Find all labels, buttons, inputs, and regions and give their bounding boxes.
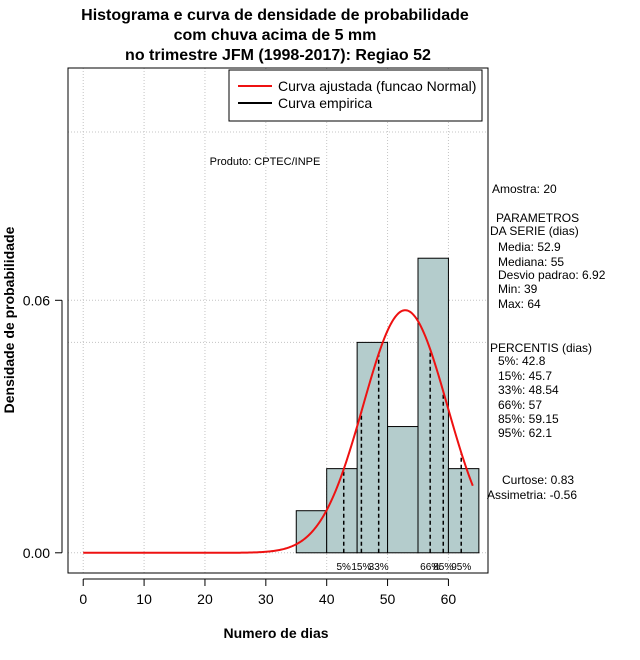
x-axis: 0 10 20 30 40 50 60 [79,578,457,607]
product-credit: Produto: CPTEC/INPE [210,156,321,168]
stat-max: Max: 64 [498,297,541,311]
percentile-labels: 5% 15%33% 66%85%95% [337,562,472,573]
stat-median: Mediana: 55 [498,255,565,269]
percentile-33: 33%: 48.54 [498,383,559,397]
x-tick-label-1: 10 [136,591,152,607]
x-tick-label-4: 40 [319,591,335,607]
y-tick-label-1: 0.06 [23,292,50,308]
stat-stddev: Desvio padrao: 6.92 [498,268,606,282]
grid-lines [68,68,488,573]
percentile-label-1: 15% [351,562,371,573]
chart-title-line-3: no trimestre JFM (1998-2017): Regiao 52 [125,47,431,64]
legend-label-normal: Curva ajustada (funcao Normal) [278,78,476,94]
stat-min: Min: 39 [498,282,538,296]
x-tick-label-6: 60 [441,591,457,607]
kurtosis: Curtose: 0.83 [502,473,575,487]
percentile-lines [342,349,462,553]
legend: Curva ajustada (funcao Normal) Curva emp… [228,69,483,122]
x-axis-title: Numero de dias [223,625,328,641]
histogram-bar-3 [387,426,419,554]
y-axis: 0.00 0.06 [23,292,63,561]
y-tick-label-0: 0.00 [23,545,50,561]
params-title: PARAMETROS [496,211,580,225]
percentile-5: 5%: 42.8 [498,354,546,368]
histogram-bar-1 [326,468,358,554]
percentile-label-3: 66% [420,562,440,573]
percentile-label-4: 85% [433,562,453,573]
skewness: Assimetria: -0.56 [487,488,578,502]
percentile-label-5: 95% [451,562,471,573]
x-tick-label-5: 50 [380,591,396,607]
legend-box [228,69,483,122]
percentile-15: 15%: 45.7 [498,369,553,383]
percentile-85: 85%: 59.15 [498,412,559,426]
normal-fit-curve [83,309,474,554]
y-axis-title: Densidade de probabilidade [1,226,17,413]
percentile-label-0: 5% [337,562,352,573]
params-subtitle: DA SERIE (dias) [490,224,579,238]
plot-frame [67,67,489,574]
x-tick-label-0: 0 [79,591,87,607]
percentile-label-2: 33% [369,562,389,573]
x-tick-label-3: 30 [258,591,274,607]
percentile-95: 95%: 62.1 [498,426,553,440]
histogram-bar-5 [447,468,480,554]
percentiles-title: PERCENTIS (dias) [490,341,593,355]
sample-size: Amostra: 20 [492,182,557,196]
percentile-66: 66%: 57 [498,398,543,412]
stat-mean: Media: 52.9 [498,240,561,254]
x-tick-label-2: 20 [197,591,213,607]
legend-label-empirical: Curva empirica [278,95,372,111]
chart-title-line-1: Histograma e curva de densidade de proba… [81,7,469,24]
chart-title-line-2: com chuva acima de 5 mm [174,27,377,44]
normal-fit-curve-group [83,309,474,554]
